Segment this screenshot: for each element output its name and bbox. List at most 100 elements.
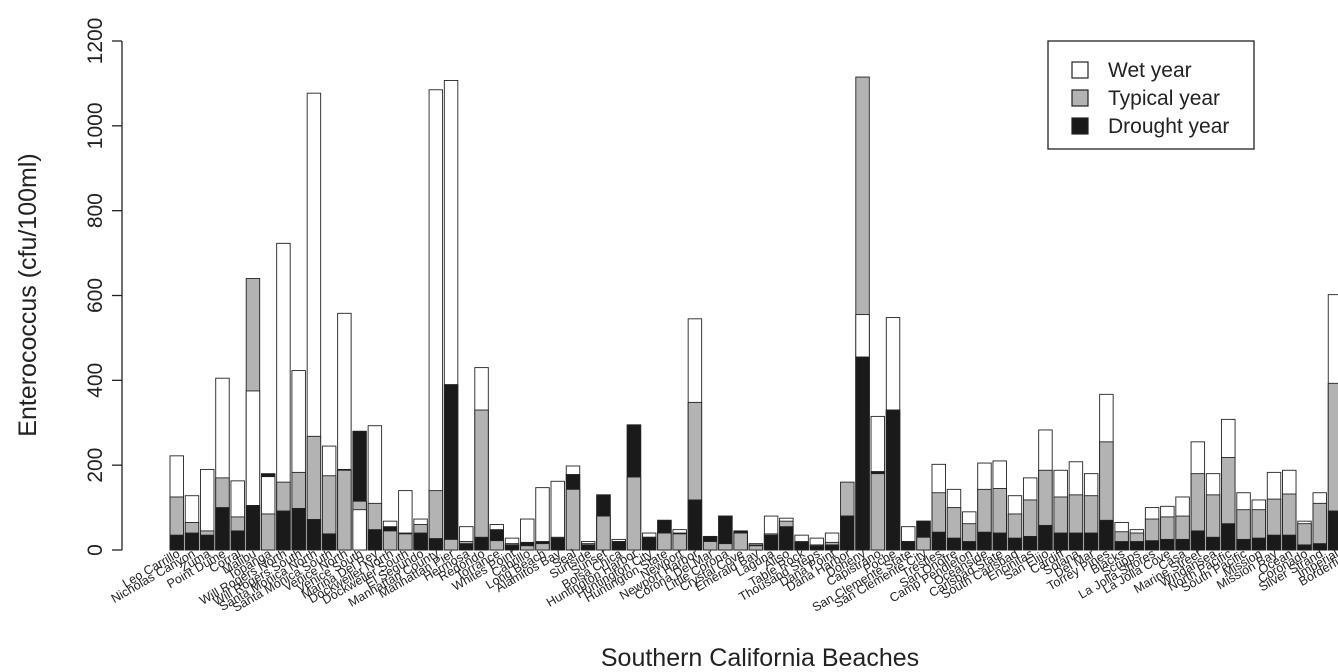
bar-drought [169,534,184,551]
legend: Wet year Typical year Drought year [1047,40,1255,150]
bar-typical [702,541,718,551]
bar-drought [611,541,626,551]
bar-wet [428,89,444,551]
bar-drought [1022,535,1038,551]
bar-drought [641,536,657,551]
bar-drought [1053,532,1068,551]
bar-typical [443,538,459,551]
bar-typical [398,533,413,551]
bar-drought [474,536,489,551]
legend-swatch-wet [1071,61,1089,79]
bar-drought [687,499,703,551]
bar-drought [200,534,215,551]
bar-drought [885,409,901,551]
bar-drought [215,507,230,551]
bar-drought [1007,537,1023,551]
bar-drought [1038,524,1053,551]
bar-drought [550,537,565,551]
bar-drought [1251,537,1266,551]
bar-typical [489,540,504,551]
bar-drought [504,544,520,551]
bar-typical [748,545,764,551]
bar-typical [718,543,733,551]
bar-drought [1083,532,1099,551]
bar-drought [245,505,261,551]
bar-drought [794,541,809,551]
bar-drought [977,531,992,551]
y-axis: 0 200 400 600 800 1000 1200 [84,18,123,556]
bar-drought [291,507,306,551]
bar-typical [596,515,611,551]
bar-drought [230,530,245,551]
bar-drought [1160,538,1175,551]
bar-drought [428,538,444,551]
bar-drought [276,510,291,551]
y-tick-label: 400 [84,363,107,398]
bar-typical [672,533,687,551]
bar-drought [367,529,383,551]
legend-swatch-typical [1071,89,1089,107]
bar-typical [260,513,276,551]
bar-typical [657,532,672,551]
bar-drought [1144,540,1160,551]
bar-drought [946,537,962,551]
bar-drought [763,534,779,551]
bar-drought [779,526,794,551]
bar-typical [870,473,885,551]
legend-label-drought: Drought year [1108,115,1229,138]
bar-typical [1312,502,1327,551]
bar-typical [382,530,398,551]
bar-drought [1297,544,1312,551]
y-axis-label: Enterococcus (cfu/100ml) [14,153,42,436]
y-tick-label: 0 [84,544,107,556]
bar-typical [474,409,489,551]
bar-drought [1205,536,1221,551]
bar-drought [992,532,1007,551]
legend-swatch-drought [1071,117,1089,135]
y-tick-label: 800 [84,193,107,228]
x-axis-label: Southern California Beaches [601,644,919,672]
bar-drought [1221,523,1236,551]
bar-drought [901,541,916,551]
bar-drought [855,356,870,551]
bar-drought [413,532,428,551]
legend-label-typical: Typical year [1108,87,1220,110]
legend-label-wet: Wet year [1108,59,1192,82]
y-tick-label: 200 [84,448,107,483]
bar-drought [840,515,855,551]
bar-drought [1175,538,1190,551]
bar-drought [443,384,459,551]
bar-drought [1114,541,1129,551]
bar-drought [1327,510,1338,551]
bar-drought [1282,534,1297,551]
y-tick-label: 1200 [84,18,107,65]
bar-drought [581,544,596,551]
bar-drought [306,519,322,551]
bar-wet [535,487,550,551]
bar-drought [1129,541,1145,551]
bar-typical [337,469,352,551]
bar-drought [1312,543,1327,551]
bar-typical [565,488,581,551]
bar-drought [1190,530,1206,551]
bar-drought [824,544,840,551]
bar-drought [809,545,825,551]
bar-typical [535,543,550,551]
bar-drought [459,543,474,551]
bar-typical [626,476,642,551]
bar-drought [321,533,337,551]
bar-drought [1236,538,1251,551]
bar-drought [184,532,200,551]
bar-typical [733,532,748,551]
bar-drought [1266,534,1282,551]
bars-group [169,76,1338,551]
y-tick-label: 600 [84,278,107,313]
bar-drought [1099,519,1114,551]
bar-typical [520,545,535,551]
bar-drought [931,531,946,551]
bar-wet [352,509,367,551]
bar-typical [916,536,931,551]
y-tick-label: 1000 [84,102,107,149]
